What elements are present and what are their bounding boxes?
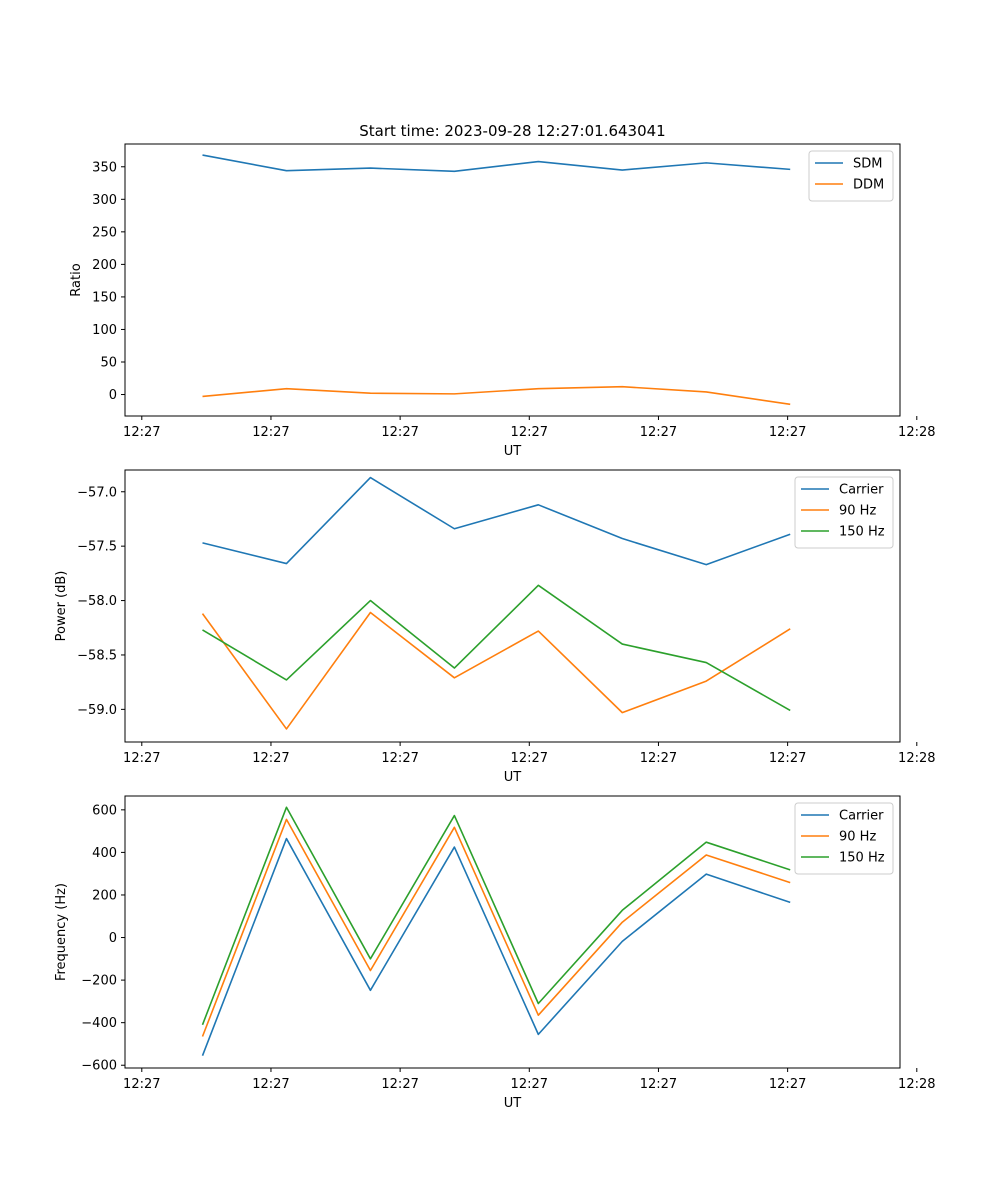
series-line-carrier — [202, 476, 791, 566]
axes-frame — [124, 795, 901, 1069]
series-line-carrier — [201, 837, 791, 1056]
y-tick-label: 400 — [92, 846, 117, 861]
series-line-90-hz — [201, 611, 791, 730]
legend: Carrier 90 Hz 150 Hz — [794, 476, 894, 549]
y-tick-label: 0 — [109, 388, 117, 403]
y-tick-label: −600 — [81, 1059, 117, 1074]
chart-panel-3: 12:27 12:27 12:27 12:27 12:27 12:27 12:28 −600 −… — [54, 795, 936, 1111]
legend-label: Carrier — [839, 483, 884, 498]
y-tick-label: 0 — [109, 931, 117, 946]
legend-label: 150 Hz — [839, 851, 885, 866]
y-tick-label: 50 — [100, 355, 117, 370]
axes-frame — [124, 143, 901, 417]
axes-frame — [124, 469, 901, 743]
legend-label: SDM — [853, 157, 882, 172]
y-tick-label: −58.5 — [77, 648, 117, 663]
x-axis-label: UT — [504, 444, 522, 459]
chart-title: Start time: 2023-09-28 12:27:01.643041 — [359, 122, 665, 140]
legend-label: 90 Hz — [839, 830, 876, 845]
y-tick-label: 150 — [92, 290, 117, 305]
x-axis-label: UT — [504, 770, 522, 785]
x-tick-label: 12:28 — [898, 1077, 935, 1092]
y-tick-label: −400 — [81, 1016, 117, 1031]
series-line-90-hz — [201, 818, 791, 1037]
series-line-sdm — [202, 154, 791, 173]
y-tick-label: 200 — [92, 258, 117, 273]
legend-label: 150 Hz — [839, 525, 885, 540]
series-line-150-hz — [202, 584, 791, 712]
x-tick-label: 12:27 — [252, 751, 289, 766]
y-tick-label: 250 — [92, 225, 117, 240]
legend: SDM DDM — [808, 150, 894, 202]
x-tick-label: 12:27 — [123, 1077, 160, 1092]
x-tick-label: 12:27 — [511, 751, 548, 766]
x-tick-label: 12:27 — [123, 751, 160, 766]
legend: Carrier 90 Hz 150 Hz — [794, 802, 894, 875]
x-tick-label: 12:27 — [381, 1077, 418, 1092]
y-tick-label: 100 — [92, 323, 117, 338]
y-tick-label: −57.0 — [77, 485, 117, 500]
legend-label: 90 Hz — [839, 504, 876, 519]
y-axis-label: Ratio — [69, 263, 84, 296]
x-tick-label: 12:27 — [769, 751, 806, 766]
x-tick-label: 12:27 — [381, 425, 418, 440]
x-tick-label: 12:28 — [898, 751, 935, 766]
x-tick-label: 12:27 — [123, 425, 160, 440]
x-tick-label: 12:27 — [511, 1077, 548, 1092]
y-tick-label: 350 — [92, 160, 117, 175]
y-tick-label: 600 — [92, 803, 117, 818]
x-tick-label: 12:27 — [381, 751, 418, 766]
legend-label: Carrier — [839, 809, 884, 824]
y-tick-label: −57.5 — [77, 540, 117, 555]
x-axis-label: UT — [504, 1096, 522, 1111]
x-tick-label: 12:27 — [511, 425, 548, 440]
x-tick-label: 12:28 — [898, 425, 935, 440]
x-tick-label: 12:27 — [640, 1077, 677, 1092]
x-tick-label: 12:27 — [769, 425, 806, 440]
y-tick-label: −59.0 — [77, 703, 117, 718]
y-tick-label: 200 — [92, 888, 117, 903]
x-tick-label: 12:27 — [252, 1077, 289, 1092]
legend-label: DDM — [853, 178, 884, 193]
chart-panel-1: 12:27 12:27 12:27 12:27 12:27 12:27 12:28 0 50 10… — [69, 122, 936, 459]
chart-panel-2: 12:27 12:27 12:27 12:27 12:27 12:27 12:28 −59.0… — [54, 469, 936, 785]
x-tick-label: 12:27 — [252, 425, 289, 440]
x-tick-label: 12:27 — [640, 425, 677, 440]
series-line-ddm — [202, 385, 791, 406]
series-line-150-hz — [201, 806, 791, 1026]
x-tick-label: 12:27 — [640, 751, 677, 766]
y-axis-label: Power (dB) — [54, 571, 69, 642]
y-tick-label: −58.0 — [77, 594, 117, 609]
y-tick-label: −200 — [81, 974, 117, 989]
x-tick-label: 12:27 — [769, 1077, 806, 1092]
y-tick-label: 300 — [92, 193, 117, 208]
y-axis-label: Frequency (Hz) — [54, 883, 69, 981]
